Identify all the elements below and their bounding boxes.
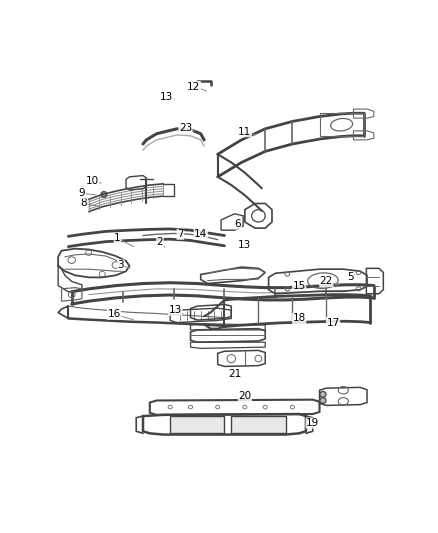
Text: 14: 14	[194, 229, 207, 239]
Text: 12: 12	[187, 82, 201, 92]
Text: 3: 3	[118, 260, 124, 270]
Text: 13: 13	[169, 305, 182, 315]
Text: 7: 7	[177, 229, 184, 239]
Ellipse shape	[320, 398, 326, 403]
Text: 13: 13	[238, 239, 251, 249]
Text: 21: 21	[228, 369, 241, 379]
Text: 19: 19	[306, 418, 319, 428]
Text: 10: 10	[85, 176, 99, 186]
Text: 22: 22	[320, 277, 333, 286]
Text: 13: 13	[160, 92, 173, 102]
Polygon shape	[231, 416, 286, 433]
Text: 9: 9	[78, 188, 85, 198]
Text: 16: 16	[107, 309, 121, 319]
Text: 8: 8	[80, 198, 87, 208]
Text: 20: 20	[238, 391, 251, 401]
Text: 11: 11	[238, 127, 251, 136]
Text: 17: 17	[326, 318, 340, 327]
Text: 5: 5	[347, 272, 353, 282]
Ellipse shape	[320, 391, 326, 397]
Text: 1: 1	[114, 233, 121, 244]
Text: 2: 2	[157, 238, 163, 247]
Text: 6: 6	[235, 219, 241, 229]
Text: 23: 23	[179, 123, 192, 133]
Text: 18: 18	[293, 313, 306, 324]
Polygon shape	[170, 416, 224, 433]
Text: 15: 15	[293, 280, 306, 290]
